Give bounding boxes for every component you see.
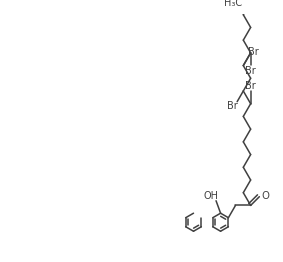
Text: Br: Br bbox=[248, 47, 259, 57]
Text: Br: Br bbox=[245, 81, 256, 91]
Text: O: O bbox=[261, 191, 269, 201]
Text: OH: OH bbox=[204, 190, 219, 200]
Text: Br: Br bbox=[245, 66, 256, 76]
Text: Br: Br bbox=[227, 101, 237, 111]
Text: H₃C: H₃C bbox=[224, 0, 242, 8]
